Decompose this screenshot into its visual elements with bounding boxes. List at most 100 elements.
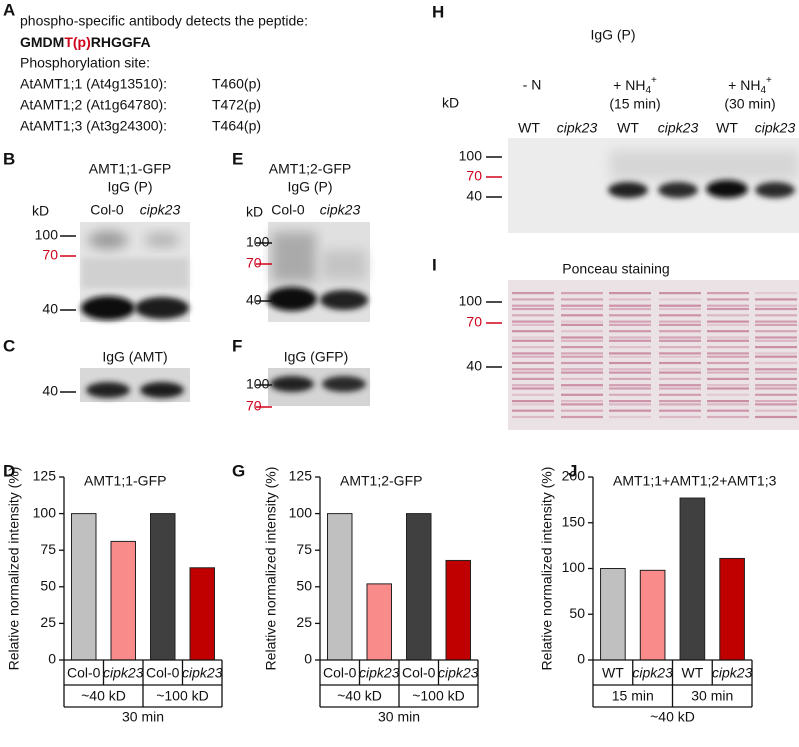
peptide-part: GMDM xyxy=(20,34,64,50)
stain-band xyxy=(561,314,603,317)
stain-band xyxy=(561,393,603,396)
stain-band xyxy=(707,355,749,358)
marker: 70 xyxy=(466,314,482,330)
group-label: ~40 kD xyxy=(81,688,126,704)
stain-band xyxy=(609,336,651,339)
stain-band xyxy=(659,409,701,412)
stain-band xyxy=(707,330,749,333)
stain-band xyxy=(609,387,651,390)
band xyxy=(755,182,795,198)
condition-part: 4 xyxy=(760,85,766,96)
lane-label: Col-0 xyxy=(271,202,305,218)
y-tick-label: 75 xyxy=(40,541,56,557)
bar xyxy=(406,513,432,661)
stain-band xyxy=(755,403,797,406)
stain-band xyxy=(707,368,749,371)
site-gene: AtAMT1;3 (At3g24300): xyxy=(20,118,167,134)
stain-band xyxy=(561,346,603,349)
marker: 40 xyxy=(466,188,482,204)
band xyxy=(706,180,748,198)
stain-band xyxy=(609,314,651,317)
stain-band xyxy=(512,314,554,317)
stain-band xyxy=(707,339,749,342)
band xyxy=(658,182,698,198)
marker: 40 xyxy=(42,383,58,399)
stain-band xyxy=(609,352,651,355)
stain-band xyxy=(512,307,554,311)
x-tick-label: WT xyxy=(681,665,703,681)
marker: 100 xyxy=(246,376,270,392)
marker: 100 xyxy=(459,293,483,309)
stain-band xyxy=(659,387,701,390)
condition-part: + NH xyxy=(613,77,645,93)
group-label: ~100 kD xyxy=(156,688,209,704)
bar xyxy=(327,513,353,661)
condition-part: + xyxy=(651,75,657,86)
lane-label: WT xyxy=(617,120,639,136)
unit: kD xyxy=(442,95,459,111)
stain-band xyxy=(561,355,603,358)
y-tick-label: 25 xyxy=(40,614,56,630)
stain-band xyxy=(707,298,749,301)
stain-band xyxy=(561,307,603,311)
stain-band xyxy=(609,307,651,311)
bar xyxy=(150,513,176,661)
stain-band xyxy=(755,415,797,419)
group-label: ~100 kD xyxy=(412,688,465,704)
x-tick-label: cipk23 xyxy=(712,665,753,681)
stain-band xyxy=(755,330,797,333)
stain-band xyxy=(707,346,749,349)
site-gene: AtAMT1;2 (At1g64780): xyxy=(20,97,167,113)
blot-antibody: IgG (P) xyxy=(590,27,635,43)
marker: 40 xyxy=(466,358,482,374)
marker: 100 xyxy=(35,227,59,243)
stain-band xyxy=(659,298,701,301)
stain-band xyxy=(512,330,554,333)
stain-band xyxy=(561,371,603,374)
stain-band xyxy=(512,292,554,295)
bar xyxy=(71,513,97,661)
stain-band xyxy=(609,320,651,323)
peptide-part: RHGGFA xyxy=(91,34,151,50)
footer: 30 min xyxy=(122,709,164,725)
x-tick-label: cipk23 xyxy=(632,665,673,681)
site: T472(p) xyxy=(212,97,261,113)
chart-title: AMT1;1-GFP xyxy=(84,473,166,489)
band xyxy=(135,297,189,319)
stain-band xyxy=(561,368,603,371)
y-tick-label: 100 xyxy=(289,504,313,520)
stain-band xyxy=(609,304,651,307)
marker: 70 xyxy=(246,398,262,414)
panel-label: C xyxy=(3,336,15,355)
blot xyxy=(508,280,799,430)
stain-band xyxy=(755,384,797,387)
stain-band xyxy=(755,393,797,396)
stain-band xyxy=(659,361,701,365)
stain-band xyxy=(561,336,603,339)
panel-label: A xyxy=(3,0,15,19)
marker: 70 xyxy=(466,168,482,184)
bar xyxy=(445,559,471,661)
band xyxy=(144,233,180,247)
bar xyxy=(110,540,136,661)
intro: phospho-specific antibody detects the pe… xyxy=(20,13,308,29)
stain-band xyxy=(512,323,554,326)
stain-band xyxy=(609,330,651,333)
band xyxy=(88,231,128,249)
panel-label: G xyxy=(232,461,245,480)
bar xyxy=(600,568,626,661)
blot-antibody: IgG (GFP) xyxy=(284,349,349,365)
panel-label: H xyxy=(432,2,444,21)
stain-band xyxy=(561,330,603,333)
stain-band xyxy=(755,400,797,403)
stain-band xyxy=(707,361,749,365)
y-axis-label: Relative normalized intensity (%) xyxy=(6,467,22,671)
stain-band xyxy=(707,304,749,307)
stain-band xyxy=(609,298,651,301)
stain-band xyxy=(707,387,749,390)
group-label: 30 min xyxy=(691,688,733,704)
unit: kD xyxy=(246,204,263,220)
x-tick-label: cipk23 xyxy=(103,665,144,681)
stain-band xyxy=(755,368,797,371)
stain-band xyxy=(659,339,701,342)
